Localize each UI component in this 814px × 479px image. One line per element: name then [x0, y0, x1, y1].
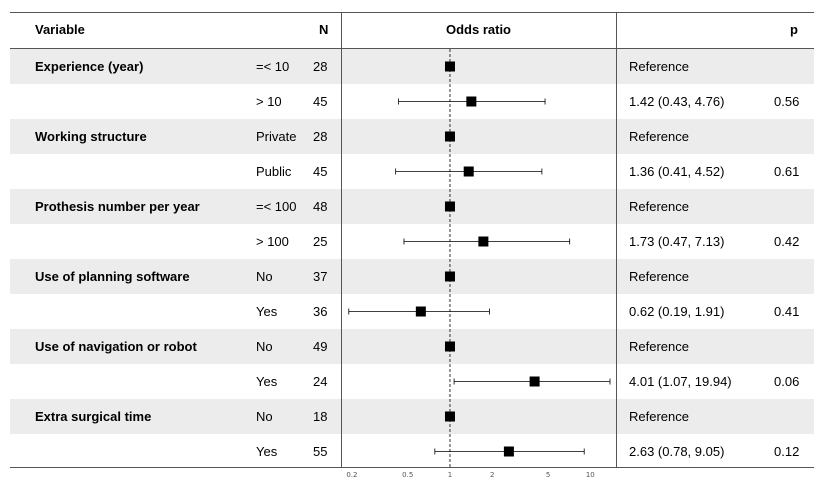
x-tick-label: 0.5 [402, 471, 413, 479]
level-label: Private [256, 129, 297, 144]
level-label: =< 10 [256, 59, 290, 74]
variable-label: Working structure [35, 129, 147, 144]
variable-label: Extra surgical time [35, 409, 152, 424]
estimate-text: 1.42 (0.43, 4.76) [629, 94, 725, 109]
level-label: No [256, 269, 273, 284]
top-border [10, 12, 814, 13]
p-value: 0.42 [774, 234, 800, 249]
estimate-text: Reference [629, 199, 689, 214]
n-value: 24 [313, 374, 328, 389]
level-label: Yes [256, 374, 278, 389]
level-label: Yes [256, 304, 278, 319]
estimate-text: 2.63 (0.78, 9.05) [629, 444, 725, 459]
estimate-text: Reference [629, 129, 689, 144]
n-value: 55 [313, 444, 328, 459]
point-estimate [463, 166, 474, 177]
estimate-text: Reference [629, 269, 689, 284]
estimate-text: 4.01 (1.07, 19.94) [629, 374, 732, 389]
row-band [10, 119, 814, 154]
header-variable: Variable [35, 22, 85, 37]
point-estimate [466, 96, 477, 107]
variable-label: Use of navigation or robot [35, 339, 197, 354]
forest-plot-table: Variable N Odds ratio p Experience (year… [10, 12, 814, 479]
estimate-text: Reference [629, 409, 689, 424]
n-value: 45 [313, 164, 328, 179]
x-tick-label: 5 [546, 471, 550, 479]
header-odds-ratio: Odds ratio [445, 22, 511, 37]
point-estimate [478, 236, 489, 247]
header-n: N [319, 22, 329, 37]
n-value: 18 [313, 409, 328, 424]
n-value: 25 [313, 234, 328, 249]
point-estimate [529, 376, 540, 387]
level-label: No [256, 409, 273, 424]
x-tick-label: 2 [490, 471, 494, 479]
point-estimate [444, 131, 455, 142]
estimate-text: Reference [629, 339, 689, 354]
estimate-text: 1.36 (0.41, 4.52) [629, 164, 725, 179]
forest-plot: 0.2 0.5 1 2 5 10 [346, 49, 611, 479]
row-band [10, 189, 814, 224]
n-value: 45 [313, 94, 328, 109]
x-tick-label: 1 [448, 471, 452, 479]
point-estimate [444, 411, 455, 422]
x-tick-label: 0.2 [346, 471, 357, 479]
level-label: > 10 [256, 94, 282, 109]
n-value: 36 [313, 304, 328, 319]
p-value: 0.61 [774, 164, 800, 179]
header-p: p [790, 22, 798, 37]
n-value: 37 [313, 269, 328, 284]
point-estimate [444, 61, 455, 72]
n-value: 28 [313, 59, 328, 74]
level-label: No [256, 339, 273, 354]
estimate-text: 0.62 (0.19, 1.91) [629, 304, 725, 319]
variable-label: Prothesis number per year [35, 199, 200, 214]
p-value: 0.41 [774, 304, 800, 319]
row-band [10, 329, 814, 364]
point-estimate [503, 446, 514, 457]
point-estimate [444, 341, 455, 352]
p-value: 0.12 [774, 444, 800, 459]
bottom-border [10, 467, 814, 468]
x-tick-label: 10 [586, 471, 595, 479]
point-estimate [444, 201, 455, 212]
plot-left-divider [341, 12, 342, 467]
row-band [10, 49, 814, 84]
level-label: > 100 [256, 234, 289, 249]
n-value: 48 [313, 199, 328, 214]
row-band [10, 399, 814, 434]
p-value: 0.06 [774, 374, 800, 389]
n-value: 49 [313, 339, 328, 354]
level-label: =< 100 [256, 199, 297, 214]
n-value: 28 [313, 129, 328, 144]
header-divider [10, 48, 814, 49]
p-value: 0.56 [774, 94, 800, 109]
variable-label: Experience (year) [35, 59, 144, 74]
level-label: Yes [256, 444, 278, 459]
point-estimate [415, 306, 426, 317]
point-estimate [444, 271, 455, 282]
estimate-text: 1.73 (0.47, 7.13) [629, 234, 725, 249]
level-label: Public [256, 164, 292, 179]
variable-label: Use of planning software [35, 269, 190, 284]
plot-right-divider [616, 12, 617, 467]
estimate-text: Reference [629, 59, 689, 74]
row-band [10, 259, 814, 294]
